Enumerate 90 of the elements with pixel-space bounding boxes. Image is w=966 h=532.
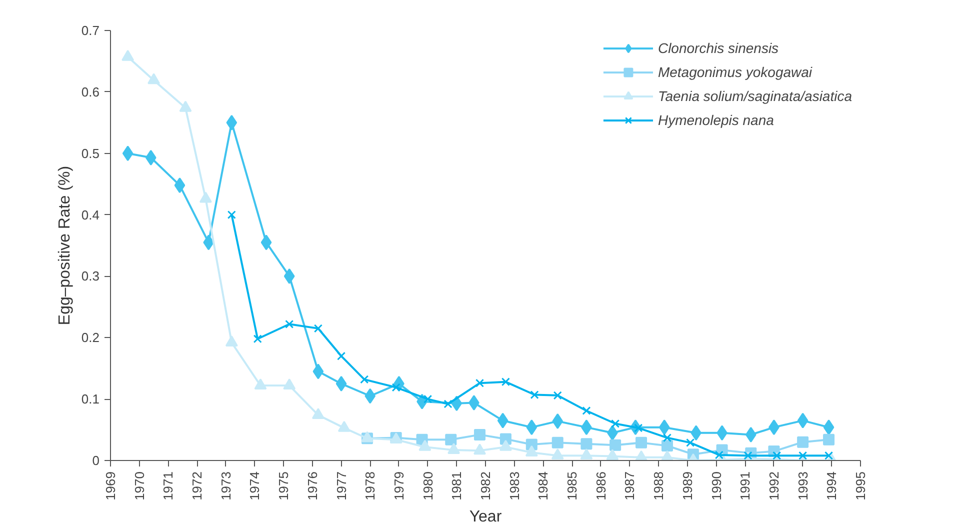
point [582, 406, 591, 416]
point [636, 436, 648, 448]
x-tick-label: 1971 [160, 472, 176, 500]
point [226, 114, 238, 130]
x-tick-label: 1973 [218, 472, 234, 500]
x-tick-label: 1992 [766, 472, 782, 500]
x-tick-label: 1990 [708, 472, 724, 500]
point [661, 440, 673, 452]
x-tick-label: 1991 [738, 472, 753, 500]
x-tick-label: 1977 [334, 472, 349, 500]
point [606, 449, 619, 460]
point [552, 413, 564, 429]
x-axis-title: Year [469, 508, 502, 526]
point [552, 436, 564, 448]
point [745, 426, 756, 442]
x-tick-label: 1970 [132, 472, 147, 500]
point [501, 378, 510, 386]
point [336, 352, 346, 360]
point [474, 428, 486, 440]
point [553, 391, 562, 400]
point [797, 436, 809, 448]
point [314, 324, 322, 333]
point [174, 178, 186, 194]
point [364, 388, 376, 404]
x-tick-label: 1995 [853, 472, 868, 500]
point [580, 438, 592, 450]
x-tick-label: 1972 [190, 472, 205, 500]
x-tick-label: 1986 [593, 472, 608, 500]
point [122, 50, 134, 61]
y-tick-label: 0.7 [81, 23, 100, 38]
x-tick-label: 1969 [103, 472, 118, 500]
point [148, 73, 160, 84]
y-tick-label: 0.5 [81, 146, 100, 161]
x-tick-label: 1975 [276, 472, 292, 500]
y-tick-label: 0.3 [81, 268, 100, 284]
x-tick-label: 1994 [824, 472, 840, 500]
point [662, 433, 672, 442]
y-tick-label: 0.4 [81, 207, 100, 222]
x-tick-label: 1985 [564, 472, 580, 500]
x-tick-label: 1974 [247, 472, 262, 500]
point [179, 100, 192, 112]
x-tick-label: 1993 [795, 472, 810, 500]
point [823, 420, 834, 436]
point [199, 192, 212, 203]
point [260, 234, 272, 250]
point [530, 390, 539, 400]
point [145, 150, 156, 166]
point [797, 412, 808, 428]
point [658, 420, 670, 436]
point [475, 378, 484, 388]
x-tick-label: 1976 [304, 472, 320, 500]
legend-label: Hymenolepis nana [658, 112, 774, 128]
point [285, 320, 294, 328]
point [497, 412, 508, 428]
point [610, 439, 622, 451]
x-tick-label: 1981 [449, 472, 464, 500]
x-tick-label: 1989 [680, 472, 695, 500]
point [360, 375, 369, 384]
point [444, 400, 452, 408]
legend-label: Taenia solium/saginata/asiatica [658, 88, 852, 104]
x-tick-label: 1987 [622, 472, 638, 500]
point [424, 394, 432, 404]
x-tick-label: 1978 [362, 472, 378, 500]
point [473, 444, 486, 455]
y-tick-label: 0.1 [81, 392, 100, 407]
legend-label: Clonorchis sinensis [658, 40, 779, 56]
point [312, 364, 324, 380]
point [122, 146, 134, 162]
y-tick-label: 0.6 [81, 84, 100, 100]
point [526, 420, 538, 436]
point [284, 268, 295, 284]
y-tick-label: 0.2 [81, 330, 100, 346]
x-tick-label: 1983 [506, 472, 522, 500]
y-tick-label: 0 [92, 453, 100, 468]
point [714, 450, 724, 460]
x-tick-label: 1988 [651, 472, 666, 500]
point [823, 434, 835, 446]
x-tick-label: 1980 [420, 472, 436, 500]
point [611, 419, 620, 428]
x-tick-label: 1979 [391, 472, 406, 500]
y-axis-title: Egg–positive Rate (%) [56, 166, 74, 326]
point [445, 434, 457, 446]
legend-label: Metagonimus yokogawai [658, 64, 812, 80]
x-tick-label: 1982 [478, 472, 493, 500]
point [253, 334, 262, 344]
point [824, 451, 834, 460]
point [227, 210, 236, 220]
point [336, 376, 347, 392]
x-tick-label: 1984 [536, 472, 551, 500]
point [686, 438, 695, 447]
